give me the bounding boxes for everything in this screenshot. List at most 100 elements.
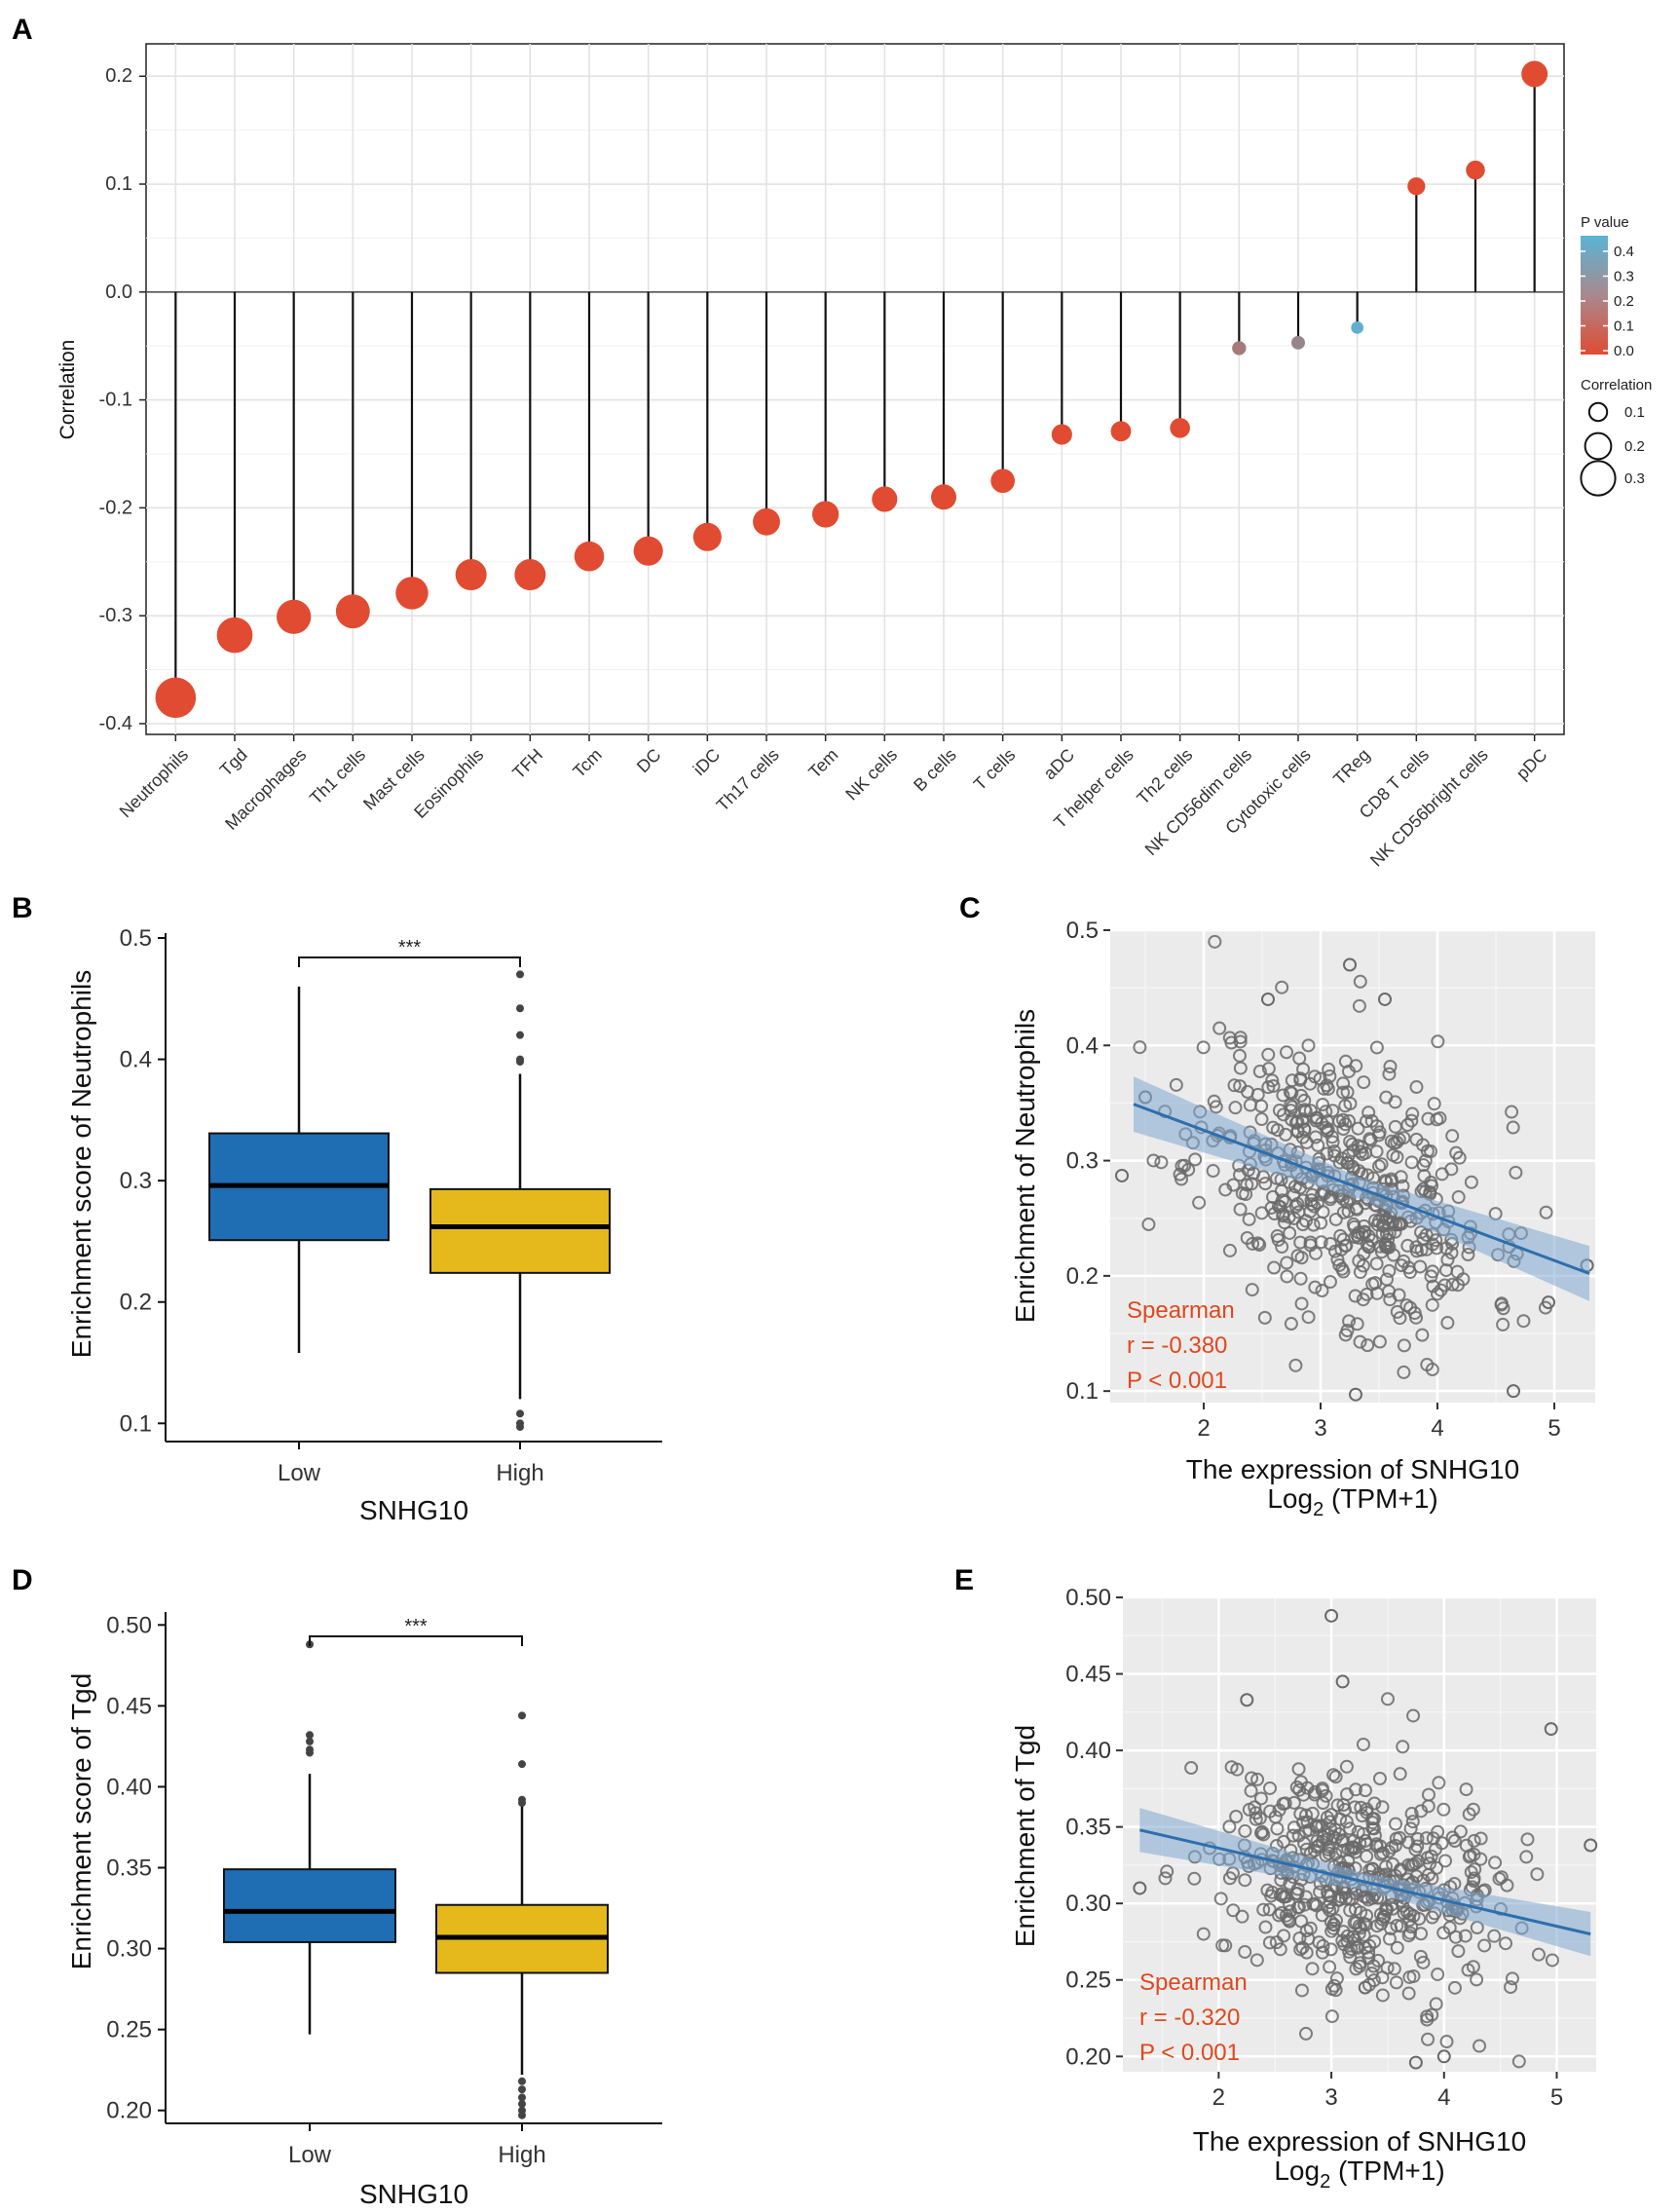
sample-point [1373, 1847, 1388, 1861]
sample-point [1233, 1202, 1248, 1217]
sample-point [1420, 1358, 1435, 1372]
sample-point [1169, 1077, 1183, 1092]
sample-point [1356, 1737, 1370, 1751]
sample-point [1330, 1253, 1345, 1267]
sample-point [1243, 1098, 1257, 1112]
panel-c-p-value: P < 0.001 [1127, 1368, 1227, 1394]
panel-c-fit [1133, 1076, 1590, 1301]
sample-point [1401, 1835, 1416, 1850]
sample-point [1115, 1168, 1129, 1182]
sample-point [1466, 1960, 1480, 1974]
sample-point [1356, 1293, 1370, 1307]
sample-point [1358, 1783, 1372, 1798]
sample-point [1393, 1767, 1407, 1781]
sample-point [1297, 1122, 1312, 1137]
y-tick-label: 0.30 [1065, 1891, 1111, 1917]
panel-e-r-value: r = -0.320 [1139, 2005, 1240, 2031]
legend-size-label: 0.1 [1624, 404, 1645, 421]
sample-point [1238, 1823, 1252, 1838]
outlier-point [516, 1423, 524, 1432]
point-t-helper-cells [1110, 421, 1132, 442]
sample-point [1257, 1310, 1272, 1325]
sample-point [1232, 1048, 1247, 1063]
sample-point [1261, 1047, 1276, 1062]
sample-point [1280, 1256, 1294, 1270]
sample-point [1358, 1224, 1372, 1239]
sample-point [1299, 1808, 1314, 1822]
sample-point [1294, 1983, 1309, 1998]
panel-a-y-tick-label: 0.2 [105, 65, 132, 87]
sample-point [1323, 1275, 1337, 1290]
sample-point [1461, 1248, 1475, 1262]
sample-point [1371, 1159, 1386, 1174]
sample-point [1451, 1944, 1466, 1959]
panel-c-spearman-label: Spearman [1127, 1297, 1235, 1324]
sample-point [1425, 1871, 1439, 1886]
sample-point [1351, 1121, 1365, 1136]
sample-point [1348, 1902, 1362, 1917]
sample-point [1324, 1608, 1339, 1623]
sample-point [1326, 1917, 1341, 1931]
legend-size-label: 0.3 [1624, 470, 1645, 487]
sample-point [1299, 1135, 1314, 1149]
panel-a-x-tick-label: Tcm [569, 745, 605, 781]
legend-size-circle [1580, 460, 1617, 497]
sample-point [1192, 1195, 1207, 1210]
panel-a-x-tick-label: DC [633, 745, 665, 777]
sample-point [1500, 1878, 1514, 1893]
panel-a-x-tick-label: B cells [910, 745, 960, 796]
sample-point [1488, 1856, 1503, 1870]
sample-point [1261, 1062, 1276, 1076]
sample-point [1374, 1917, 1389, 1931]
sample-point [1245, 1771, 1259, 1785]
sample-point [1343, 1950, 1358, 1965]
legend-size-circle [1587, 401, 1609, 423]
sample-point [1277, 1834, 1291, 1849]
sample-point [1390, 1919, 1404, 1933]
sample-point [1423, 1184, 1437, 1199]
sample-point [1374, 1157, 1389, 1172]
sample-point [1361, 1338, 1375, 1353]
panel-a-x-tick-label: NK cells [841, 745, 901, 805]
sample-point [1327, 1143, 1342, 1158]
sample-point [1367, 1812, 1382, 1826]
sample-point [1316, 1938, 1330, 1953]
sample-point [1288, 1358, 1303, 1372]
x-tick-label: 4 [1431, 1415, 1443, 1442]
y-tick-label: 0.40 [106, 1774, 152, 1800]
sample-point [1343, 1821, 1358, 1836]
outlier-point [518, 2085, 526, 2094]
sample-point [1187, 1871, 1202, 1886]
sample-point [1353, 974, 1367, 989]
sample-point [1350, 1317, 1364, 1331]
panel-e-spearman-label: Spearman [1139, 1969, 1248, 1996]
sample-point [1361, 1106, 1376, 1120]
outlier-point [516, 970, 524, 979]
sample-point [1233, 1079, 1248, 1094]
panel-b-marks: 0.1 0.2 0.3 0.4 0.5 Low High *** [120, 925, 662, 1486]
sample-point [1337, 1803, 1352, 1818]
panel-c-ticks: 0.1 0.2 0.3 0.4 0.5 2 3 4 5 [1066, 918, 1561, 1442]
sample-point [1299, 1945, 1314, 1960]
sample-point [1315, 1834, 1329, 1849]
sample-point [1430, 1287, 1444, 1301]
sample-point [1414, 1225, 1429, 1240]
sample-point [1261, 992, 1275, 1006]
sample-point [1431, 1824, 1445, 1839]
outlier-point [306, 1737, 314, 1745]
sample-point [1369, 1256, 1384, 1271]
sample-point [1477, 1938, 1492, 1953]
sample-point [1339, 1759, 1354, 1774]
sample-point [1357, 1075, 1371, 1090]
sample-point [1320, 1146, 1334, 1161]
sample-point [1344, 1942, 1359, 1957]
sample-point [1238, 1944, 1252, 1959]
sample-point [1349, 1387, 1362, 1402]
legend-size-label: 0.2 [1624, 438, 1645, 455]
y-tick-label: 0.2 [120, 1290, 152, 1316]
sample-point [1294, 1296, 1309, 1311]
sample-point [1467, 1873, 1481, 1888]
sample-point [1324, 2009, 1339, 2024]
outlier-point [518, 1799, 526, 1808]
